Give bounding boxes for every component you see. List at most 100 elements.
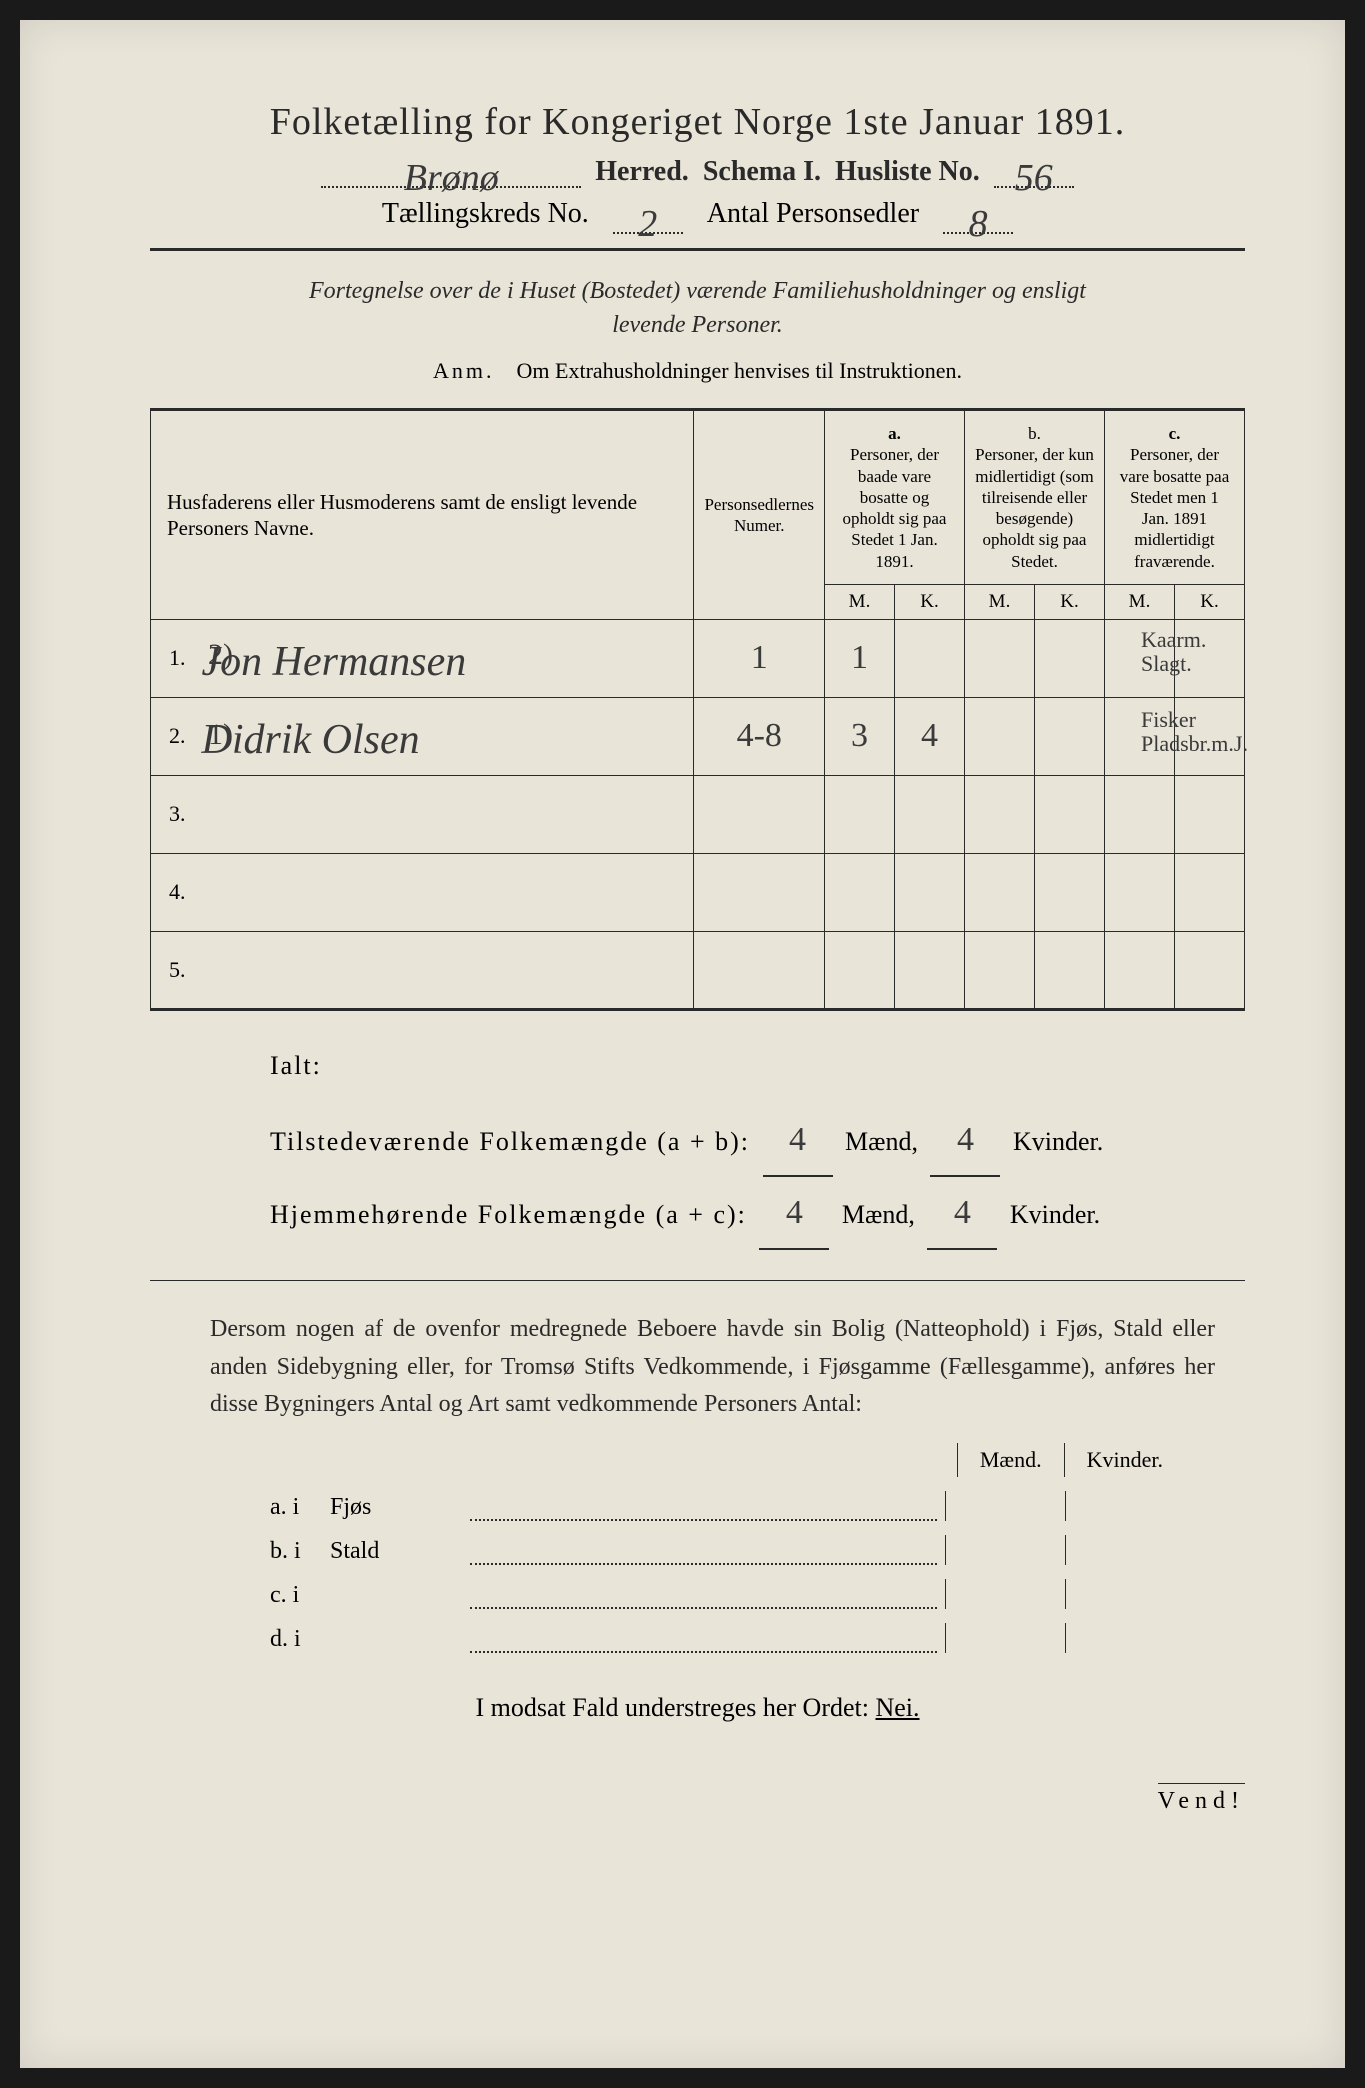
num-cell xyxy=(694,931,825,1009)
c-k-cell xyxy=(1175,853,1245,931)
maend-label2: Mænd, xyxy=(842,1200,915,1229)
b-k-cell xyxy=(1035,931,1105,1009)
tilstede-label: Tilstedeværende Folkemængde (a + b): xyxy=(270,1127,750,1156)
schema-label: Schema I. xyxy=(703,156,821,188)
sb-cells xyxy=(945,1535,1185,1565)
a-k-cell: 4 xyxy=(895,697,965,775)
table-row: 1.Jon Hermansen11 xyxy=(151,619,1245,697)
sidebuilding-row: d. i xyxy=(270,1623,1185,1653)
intro-line2: levende Personer. xyxy=(612,312,783,338)
num-cell xyxy=(694,775,825,853)
b-m-cell xyxy=(965,931,1035,1009)
a-k-cell xyxy=(895,853,965,931)
b-k-cell xyxy=(1035,697,1105,775)
anm-text: Om Extrahusholdninger henvises til Instr… xyxy=(517,358,962,383)
row-number: 2. xyxy=(151,697,194,775)
sb-hdr-m: Mænd. xyxy=(957,1443,1064,1477)
b-k-cell xyxy=(1035,853,1105,931)
c-m-cell xyxy=(1105,931,1175,1009)
sb-header: Mænd. Kvinder. xyxy=(270,1443,1185,1477)
th-a-k: K. xyxy=(895,584,965,619)
kvinder-label: Kvinder. xyxy=(1013,1127,1103,1156)
hjemme-m: 4 xyxy=(759,1177,829,1250)
kreds-field: 2 xyxy=(613,198,683,234)
page-title: Folketælling for Kongeriget Norge 1ste J… xyxy=(150,100,1245,144)
footer-text: I modsat Fald understreges her Ordet: xyxy=(475,1693,869,1722)
intro-text: Fortegnelse over de i Huset (Bostedet) v… xyxy=(150,275,1245,342)
a-k-cell xyxy=(895,775,965,853)
main-table: Husfaderens eller Husmoderens samt de en… xyxy=(150,408,1245,1011)
kvinder-label2: Kvinder. xyxy=(1010,1200,1100,1229)
th-b-k: K. xyxy=(1035,584,1105,619)
th-names: Husfaderens eller Husmoderens samt de en… xyxy=(151,410,694,620)
table-row: 4. xyxy=(151,853,1245,931)
tilstede-m: 4 xyxy=(763,1104,833,1177)
name-cell xyxy=(194,775,694,853)
herred-field: Brønø xyxy=(321,152,581,188)
a-m-cell: 3 xyxy=(825,697,895,775)
name-cell xyxy=(194,931,694,1009)
sb-hdr-k: Kvinder. xyxy=(1064,1443,1185,1477)
kreds-label: Tællingskreds No. xyxy=(382,198,589,234)
divider2 xyxy=(150,1280,1245,1281)
sidebuilding-row: c. i xyxy=(270,1579,1185,1609)
a-m-cell xyxy=(825,931,895,1009)
name-cell: Jon Hermansen xyxy=(194,619,694,697)
intro-line1: Fortegnelse over de i Huset (Bostedet) v… xyxy=(309,278,1086,304)
totals-block: Ialt: Tilstedeværende Folkemængde (a + b… xyxy=(270,1039,1245,1250)
tilstede-k: 4 xyxy=(930,1104,1000,1177)
dotted-line xyxy=(470,1591,937,1609)
th-b: b.Personer, der kun midlertidigt (som ti… xyxy=(965,410,1105,585)
sb-lab: d. i xyxy=(270,1626,330,1653)
b-k-cell xyxy=(1035,619,1105,697)
anm-prefix: Anm. xyxy=(433,358,495,383)
divider xyxy=(150,248,1245,251)
hjemme-k: 4 xyxy=(927,1177,997,1250)
num-cell: 4-8 xyxy=(694,697,825,775)
num-cell xyxy=(694,853,825,931)
sidebuilding-block: Mænd. Kvinder. a. iFjøsb. iStaldc. id. i xyxy=(270,1443,1185,1653)
sb-cells xyxy=(945,1579,1185,1609)
sb-lab: c. i xyxy=(270,1582,330,1609)
row-number: 4. xyxy=(151,853,194,931)
header-row: Brønø Herred. Schema I. Husliste No. 56 xyxy=(150,152,1245,188)
b-m-cell xyxy=(965,619,1035,697)
husliste-label: Husliste No. xyxy=(835,156,980,188)
sb-name: Fjøs xyxy=(330,1494,470,1521)
c-k-cell xyxy=(1175,775,1245,853)
sidebuilding-row: b. iStald xyxy=(270,1535,1185,1565)
footer-line: I modsat Fald understreges her Ordet: Ne… xyxy=(150,1693,1245,1723)
sb-name: Stald xyxy=(330,1538,470,1565)
table-row: 2.Didrik Olsen4-834 xyxy=(151,697,1245,775)
c-m-cell xyxy=(1105,775,1175,853)
b-k-cell xyxy=(1035,775,1105,853)
dotted-line xyxy=(470,1635,937,1653)
b-m-cell xyxy=(965,697,1035,775)
name-cell xyxy=(194,853,694,931)
b-m-cell xyxy=(965,775,1035,853)
right-note-2: Fisker Pladsbr.m.J. xyxy=(1141,708,1251,756)
table-row: 3. xyxy=(151,775,1245,853)
th-num: Personsedlernes Numer. xyxy=(694,410,825,620)
kreds-value: 2 xyxy=(638,203,657,245)
b-m-cell xyxy=(965,853,1035,931)
th-c-m: M. xyxy=(1105,584,1175,619)
a-k-cell xyxy=(895,931,965,1009)
sb-cells xyxy=(945,1623,1185,1653)
hjemme-row: Hjemmehørende Folkemængde (a + c): 4 Mæn… xyxy=(270,1177,1245,1250)
sb-lab: a. i xyxy=(270,1494,330,1521)
th-c-k: K. xyxy=(1175,584,1245,619)
census-form-page: Folketælling for Kongeriget Norge 1ste J… xyxy=(20,20,1345,2068)
a-m-cell: 1 xyxy=(825,619,895,697)
tilstede-row: Tilstedeværende Folkemængde (a + b): 4 M… xyxy=(270,1104,1245,1177)
anm-line: Anm. Om Extrahusholdninger henvises til … xyxy=(150,358,1245,384)
sb-lab: b. i xyxy=(270,1538,330,1565)
antal-label: Antal Personsedler xyxy=(707,198,919,234)
ialt-label: Ialt: xyxy=(270,1039,1245,1094)
herred-value: Brønø xyxy=(404,157,499,199)
herred-label: Herred. xyxy=(595,156,689,188)
row-number: 1. xyxy=(151,619,194,697)
hjemme-label: Hjemmehørende Folkemængde (a + c): xyxy=(270,1200,747,1229)
th-b-m: M. xyxy=(965,584,1035,619)
table-row: 5. xyxy=(151,931,1245,1009)
